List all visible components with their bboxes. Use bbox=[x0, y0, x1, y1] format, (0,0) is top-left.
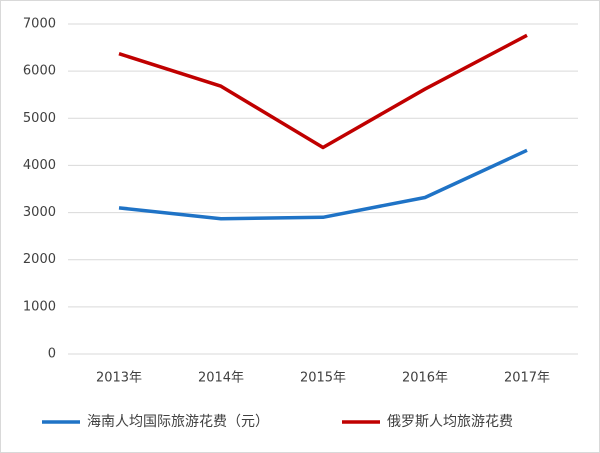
x-tick-label: 2013年 bbox=[96, 371, 142, 386]
legend-label: 俄罗斯人均旅游花费 bbox=[387, 414, 513, 430]
y-tick-label: 7000 bbox=[23, 17, 56, 32]
y-tick-label: 1000 bbox=[23, 299, 56, 314]
y-tick-label: 3000 bbox=[23, 205, 56, 220]
y-tick-label: 0 bbox=[48, 347, 56, 362]
x-tick-label: 2014年 bbox=[198, 371, 244, 386]
x-tick-label: 2016年 bbox=[402, 371, 448, 386]
series-line bbox=[118, 148, 528, 221]
series-line bbox=[118, 33, 528, 150]
y-tick-label: 6000 bbox=[23, 64, 56, 79]
x-tick-label: 2015年 bbox=[300, 371, 346, 386]
y-tick-label: 4000 bbox=[23, 158, 56, 173]
legend-label: 海南人均国际旅游花费（元） bbox=[87, 414, 269, 430]
y-tick-label: 2000 bbox=[23, 252, 56, 267]
x-tick-label: 2017年 bbox=[504, 371, 550, 386]
y-tick-label: 5000 bbox=[23, 111, 56, 126]
